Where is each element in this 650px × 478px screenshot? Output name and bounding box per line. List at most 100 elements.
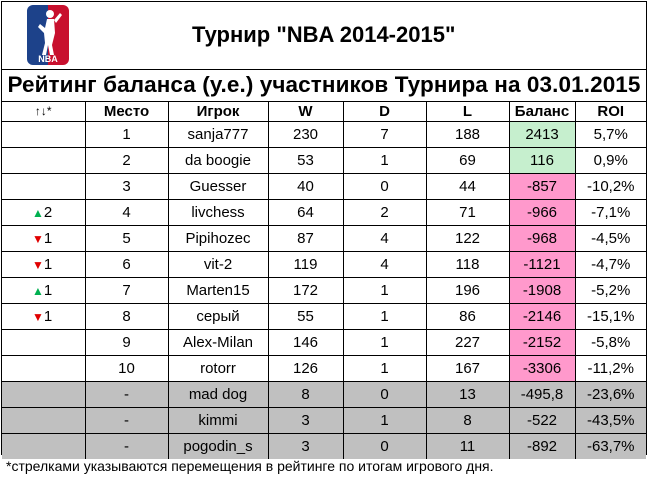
- cell-player: Pipihozec: [167, 225, 269, 252]
- cell-w: 53: [267, 147, 344, 174]
- cell-place: 2: [84, 147, 169, 174]
- col-header-d: D: [342, 101, 427, 122]
- cell-balance: -522: [508, 407, 576, 434]
- cell-l: 167: [425, 355, 510, 382]
- cell-d: 2: [342, 199, 427, 226]
- table-row: 2 da boogie 53 1 69 116 0,9%: [2, 147, 646, 174]
- table-header-row: ↑↓* Место Игрок W D L Баланс ROI: [2, 101, 646, 122]
- table-row: ▼1 8 серый 55 1 86 -2146 -15,1%: [2, 303, 646, 330]
- table-row: - mad dog 8 0 13 -495,8 -23,6%: [2, 381, 646, 408]
- move-value: 1: [43, 282, 53, 299]
- svg-text:NBA: NBA: [38, 54, 58, 64]
- cell-move: ▼1: [2, 303, 86, 330]
- cell-place: -: [84, 381, 169, 408]
- arrow-up-icon: ▲: [32, 284, 44, 298]
- cell-move: [2, 329, 86, 356]
- cell-w: 3: [267, 433, 344, 459]
- cell-balance: -2152: [508, 329, 576, 356]
- table-row: ▲1 7 Marten15 172 1 196 -1908 -5,2%: [2, 277, 646, 304]
- cell-d: 1: [342, 147, 427, 174]
- cell-l: 44: [425, 173, 510, 200]
- cell-l: 69: [425, 147, 510, 174]
- cell-move: [2, 355, 86, 382]
- cell-player: Guesser: [167, 173, 269, 200]
- cell-roi: -11,2%: [574, 355, 646, 382]
- cell-place: 4: [84, 199, 169, 226]
- cell-balance: 2413: [508, 121, 576, 148]
- table-row: ▲2 4 livchess 64 2 71 -966 -7,1%: [2, 199, 646, 226]
- cell-w: 126: [267, 355, 344, 382]
- cell-w: 146: [267, 329, 344, 356]
- cell-balance: 116: [508, 147, 576, 174]
- cell-player: kimmi: [167, 407, 269, 434]
- cell-player: pogodin_s: [167, 433, 269, 459]
- cell-player: серый: [167, 303, 269, 330]
- move-value: 1: [43, 308, 53, 325]
- col-header-place: Место: [84, 101, 169, 122]
- col-header-balance: Баланс: [508, 101, 576, 122]
- cell-balance: -1908: [508, 277, 576, 304]
- cell-roi: -4,7%: [574, 251, 646, 278]
- move-value: 1: [43, 256, 53, 273]
- cell-d: 0: [342, 173, 427, 200]
- cell-w: 40: [267, 173, 344, 200]
- table-row: 3 Guesser 40 0 44 -857 -10,2%: [2, 173, 646, 200]
- cell-player: Marten15: [167, 277, 269, 304]
- cell-l: 11: [425, 433, 510, 459]
- cell-l: 118: [425, 251, 510, 278]
- cell-l: 86: [425, 303, 510, 330]
- col-header-l: L: [425, 101, 510, 122]
- cell-place: 9: [84, 329, 169, 356]
- cell-place: -: [84, 407, 169, 434]
- arrow-down-icon: ▼: [32, 310, 44, 324]
- table-row: 10 rotorr 126 1 167 -3306 -11,2%: [2, 355, 646, 382]
- cell-balance: -857: [508, 173, 576, 200]
- rating-table: ↑↓* Место Игрок W D L Баланс ROI 1 sanja7…: [2, 101, 646, 459]
- cell-place: 7: [84, 277, 169, 304]
- col-header-roi: ROI: [574, 101, 646, 122]
- cell-d: 0: [342, 433, 427, 459]
- col-header-player: Игрок: [167, 101, 269, 122]
- footnote: *стрелками указываются перемещения в рей…: [6, 458, 494, 474]
- cell-w: 55: [267, 303, 344, 330]
- cell-balance: -3306: [508, 355, 576, 382]
- table-row: - pogodin_s 3 0 11 -892 -63,7%: [2, 433, 646, 459]
- cell-balance: -2146: [508, 303, 576, 330]
- cell-d: 0: [342, 381, 427, 408]
- cell-place: 3: [84, 173, 169, 200]
- cell-place: 8: [84, 303, 169, 330]
- cell-roi: -43,5%: [574, 407, 646, 434]
- cell-d: 4: [342, 225, 427, 252]
- move-value: 2: [43, 204, 53, 221]
- cell-player: da boogie: [167, 147, 269, 174]
- table-row: ▼1 6 vit-2 119 4 118 -1121 -4,7%: [2, 251, 646, 278]
- cell-player: vit-2: [167, 251, 269, 278]
- cell-l: 8: [425, 407, 510, 434]
- cell-d: 1: [342, 355, 427, 382]
- arrow-down-icon: ▼: [32, 232, 44, 246]
- table-body: 1 sanja777 230 7 188 2413 5,7% 2 da boogie 53 1 69 1…: [2, 121, 646, 459]
- table-row: ▼1 5 Pipihozec 87 4 122 -968 -4,5%: [2, 225, 646, 252]
- cell-d: 1: [342, 303, 427, 330]
- rating-title: Рейтинг баланса (у.е.) участников Турнир…: [2, 69, 646, 102]
- tournament-title: Турнир "NBA 2014-2015": [192, 22, 456, 47]
- cell-player: sanja777: [167, 121, 269, 148]
- arrow-down-icon: ▼: [32, 258, 44, 272]
- cell-player: Alex-Milan: [167, 329, 269, 356]
- cell-move: [2, 433, 86, 459]
- cell-place: 10: [84, 355, 169, 382]
- cell-w: 119: [267, 251, 344, 278]
- cell-player: rotorr: [167, 355, 269, 382]
- cell-w: 64: [267, 199, 344, 226]
- cell-roi: -10,2%: [574, 173, 646, 200]
- cell-place: 5: [84, 225, 169, 252]
- cell-player: livchess: [167, 199, 269, 226]
- cell-move: [2, 121, 86, 148]
- cell-w: 3: [267, 407, 344, 434]
- cell-move: [2, 381, 86, 408]
- cell-roi: -15,1%: [574, 303, 646, 330]
- cell-l: 188: [425, 121, 510, 148]
- col-header-move: ↑↓*: [2, 101, 86, 122]
- cell-roi: 0,9%: [574, 147, 646, 174]
- nba-logo: NBA: [27, 5, 69, 65]
